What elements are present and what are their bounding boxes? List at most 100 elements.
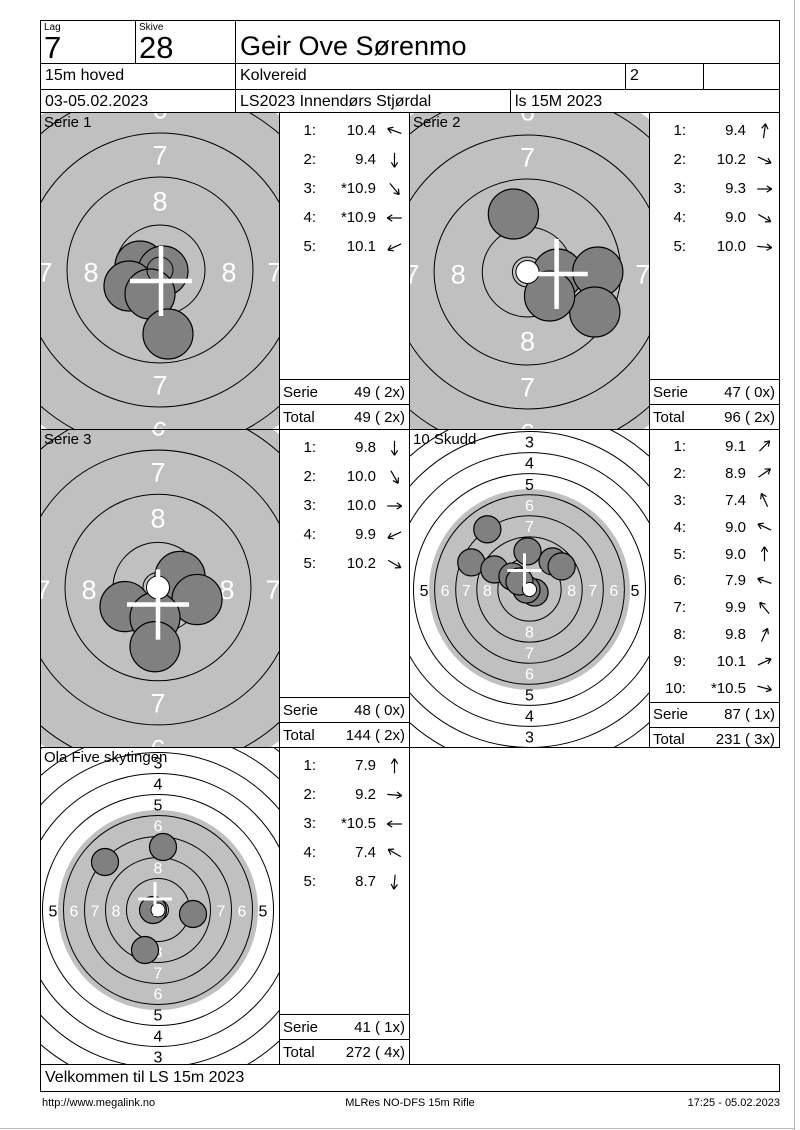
- svg-text:4: 4: [154, 777, 163, 794]
- svg-text:7: 7: [217, 904, 226, 921]
- total-label: Total: [653, 408, 685, 426]
- svg-text:7: 7: [41, 257, 53, 287]
- total-score-row: Total 96 ( 2x): [650, 404, 779, 429]
- target-diagram: 888877776666: [41, 430, 279, 747]
- svg-text:7: 7: [520, 373, 535, 403]
- shot-number: 4:: [303, 209, 316, 226]
- shot-value: 9.0: [725, 518, 746, 536]
- shot-direction-arrow-icon: [387, 126, 402, 134]
- class-value: 2: [630, 67, 639, 84]
- serie-label: Serie: [653, 383, 689, 401]
- shot-value: 9.9: [355, 526, 376, 543]
- svg-text:8: 8: [150, 504, 165, 534]
- shot-number: 4:: [303, 844, 316, 861]
- target-diagram: 33445555666677778888: [410, 430, 649, 747]
- discipline-cell: 15m hoved: [40, 63, 236, 90]
- shot-list: 1: 7.9 2: 9.2 3: *10.5 4: 7.4 5: 8.7: [280, 748, 409, 1014]
- svg-text:7: 7: [588, 582, 597, 600]
- shot-number: 3:: [303, 815, 316, 832]
- lag-value: 7: [44, 30, 62, 64]
- shot-direction-arrow-icon: [757, 657, 772, 666]
- shot-number: 2:: [303, 786, 316, 803]
- shot-value: 9.4: [725, 122, 746, 139]
- svg-text:7: 7: [265, 575, 279, 605]
- shot-number: 2:: [673, 151, 686, 168]
- serie-score-row: Serie 47 ( 0x): [650, 379, 779, 404]
- footer-program: MLRes NO-DFS 15m Rifle: [345, 1097, 475, 1109]
- svg-text:6: 6: [525, 665, 534, 683]
- total-value: 144 ( 2x): [345, 726, 405, 744]
- svg-text:5: 5: [630, 582, 639, 600]
- shot-list: 1: 9.4 2: 10.2 3: 9.3 4: 9.0 5: 10.0: [650, 113, 779, 379]
- serie-value: 41 ( 1x): [354, 1018, 405, 1036]
- shot-value: 10.4: [346, 122, 376, 139]
- shot-number: 3:: [673, 180, 686, 197]
- shot-list: 1: 9.1 2: 8.9 3: 7.4 4: 9.0 5: 9.0 6: 7.9 7: 9.9 8: 9.8…: [650, 430, 779, 702]
- total-value: 96 ( 2x): [724, 408, 775, 426]
- shot-direction-arrow-icon: [390, 757, 399, 773]
- shot-direction-arrow-icon: [758, 468, 772, 478]
- svg-text:5: 5: [154, 798, 163, 815]
- serie-score-row: Serie 41 ( 1x): [280, 1014, 409, 1039]
- serie-label: Serie: [653, 706, 689, 724]
- svg-text:7: 7: [525, 518, 534, 536]
- serie-score-row: Serie 48 ( 0x): [280, 697, 409, 722]
- svg-text:7: 7: [635, 260, 649, 290]
- shot-value: 9.2: [355, 786, 376, 803]
- shot-value: 7.4: [355, 844, 376, 861]
- shot-value: 10.1: [716, 653, 746, 671]
- shot-number: 5:: [303, 873, 316, 890]
- shot-value: 9.9: [725, 599, 746, 617]
- shot-number: 5:: [303, 555, 316, 572]
- svg-text:7: 7: [152, 370, 167, 400]
- svg-text:7: 7: [154, 966, 163, 983]
- shot-row: 2: 8.9: [650, 460, 779, 487]
- shot-direction-arrow-icon: [387, 242, 402, 251]
- total-label: Total: [653, 731, 685, 748]
- shot-direction-arrow-icon: [387, 848, 402, 857]
- shot-value: 9.8: [725, 626, 746, 644]
- svg-text:6: 6: [154, 819, 163, 836]
- lag-label: Lag: [44, 22, 61, 33]
- target-diagram: 888877776666: [41, 113, 279, 429]
- svg-text:4: 4: [154, 1029, 163, 1046]
- club: Kolvereid: [240, 67, 307, 84]
- svg-text:6: 6: [520, 419, 535, 429]
- shot-value: 10.0: [346, 468, 376, 485]
- shot-direction-arrow-icon: [390, 469, 399, 484]
- welcome-banner: Velkommen til LS 15m 2023: [40, 1064, 780, 1092]
- shot-value: 9.4: [355, 151, 376, 168]
- shot-row: 5: 10.0: [650, 232, 779, 261]
- shot-value: 10.2: [346, 555, 376, 572]
- svg-text:5: 5: [154, 1008, 163, 1025]
- serie-score-row: Serie 49 ( 2x): [280, 379, 409, 404]
- serie-value: 49 ( 2x): [354, 383, 405, 401]
- shot-row: 4: *10.9: [280, 203, 409, 232]
- shot-row: 5: 10.1: [280, 232, 409, 261]
- svg-text:4: 4: [525, 708, 534, 726]
- shot-value: 7.4: [725, 491, 746, 509]
- shot-direction-arrow-icon: [757, 576, 772, 584]
- footer-url: http://www.megalink.no: [42, 1097, 156, 1109]
- svg-text:6: 6: [154, 987, 163, 1004]
- welcome-text: Velkommen til LS 15m 2023: [45, 1069, 245, 1086]
- shot-row: 4: 9.0: [650, 514, 779, 541]
- shot-value: 10.2: [716, 151, 746, 168]
- shot-direction-arrow-icon: [387, 501, 403, 510]
- event-name: LS2023 Innendørs Stjørdal: [240, 93, 432, 110]
- shot-number: 5:: [673, 545, 686, 563]
- shot-value: 10.0: [346, 497, 376, 514]
- svg-text:7: 7: [267, 257, 279, 287]
- shot-number: 3:: [303, 180, 316, 197]
- shot-row: 5: 10.2: [280, 549, 409, 578]
- shot-number: 4:: [673, 518, 686, 536]
- svg-text:8: 8: [567, 582, 576, 600]
- shot-row: 5: 9.0: [650, 541, 779, 568]
- shot-number: 1:: [303, 122, 316, 139]
- shot-number: 1:: [673, 437, 686, 455]
- shot-row: 2: 10.0: [280, 462, 409, 491]
- svg-text:7: 7: [525, 644, 534, 662]
- shot-value: 9.3: [725, 180, 746, 197]
- svg-text:5: 5: [49, 904, 58, 921]
